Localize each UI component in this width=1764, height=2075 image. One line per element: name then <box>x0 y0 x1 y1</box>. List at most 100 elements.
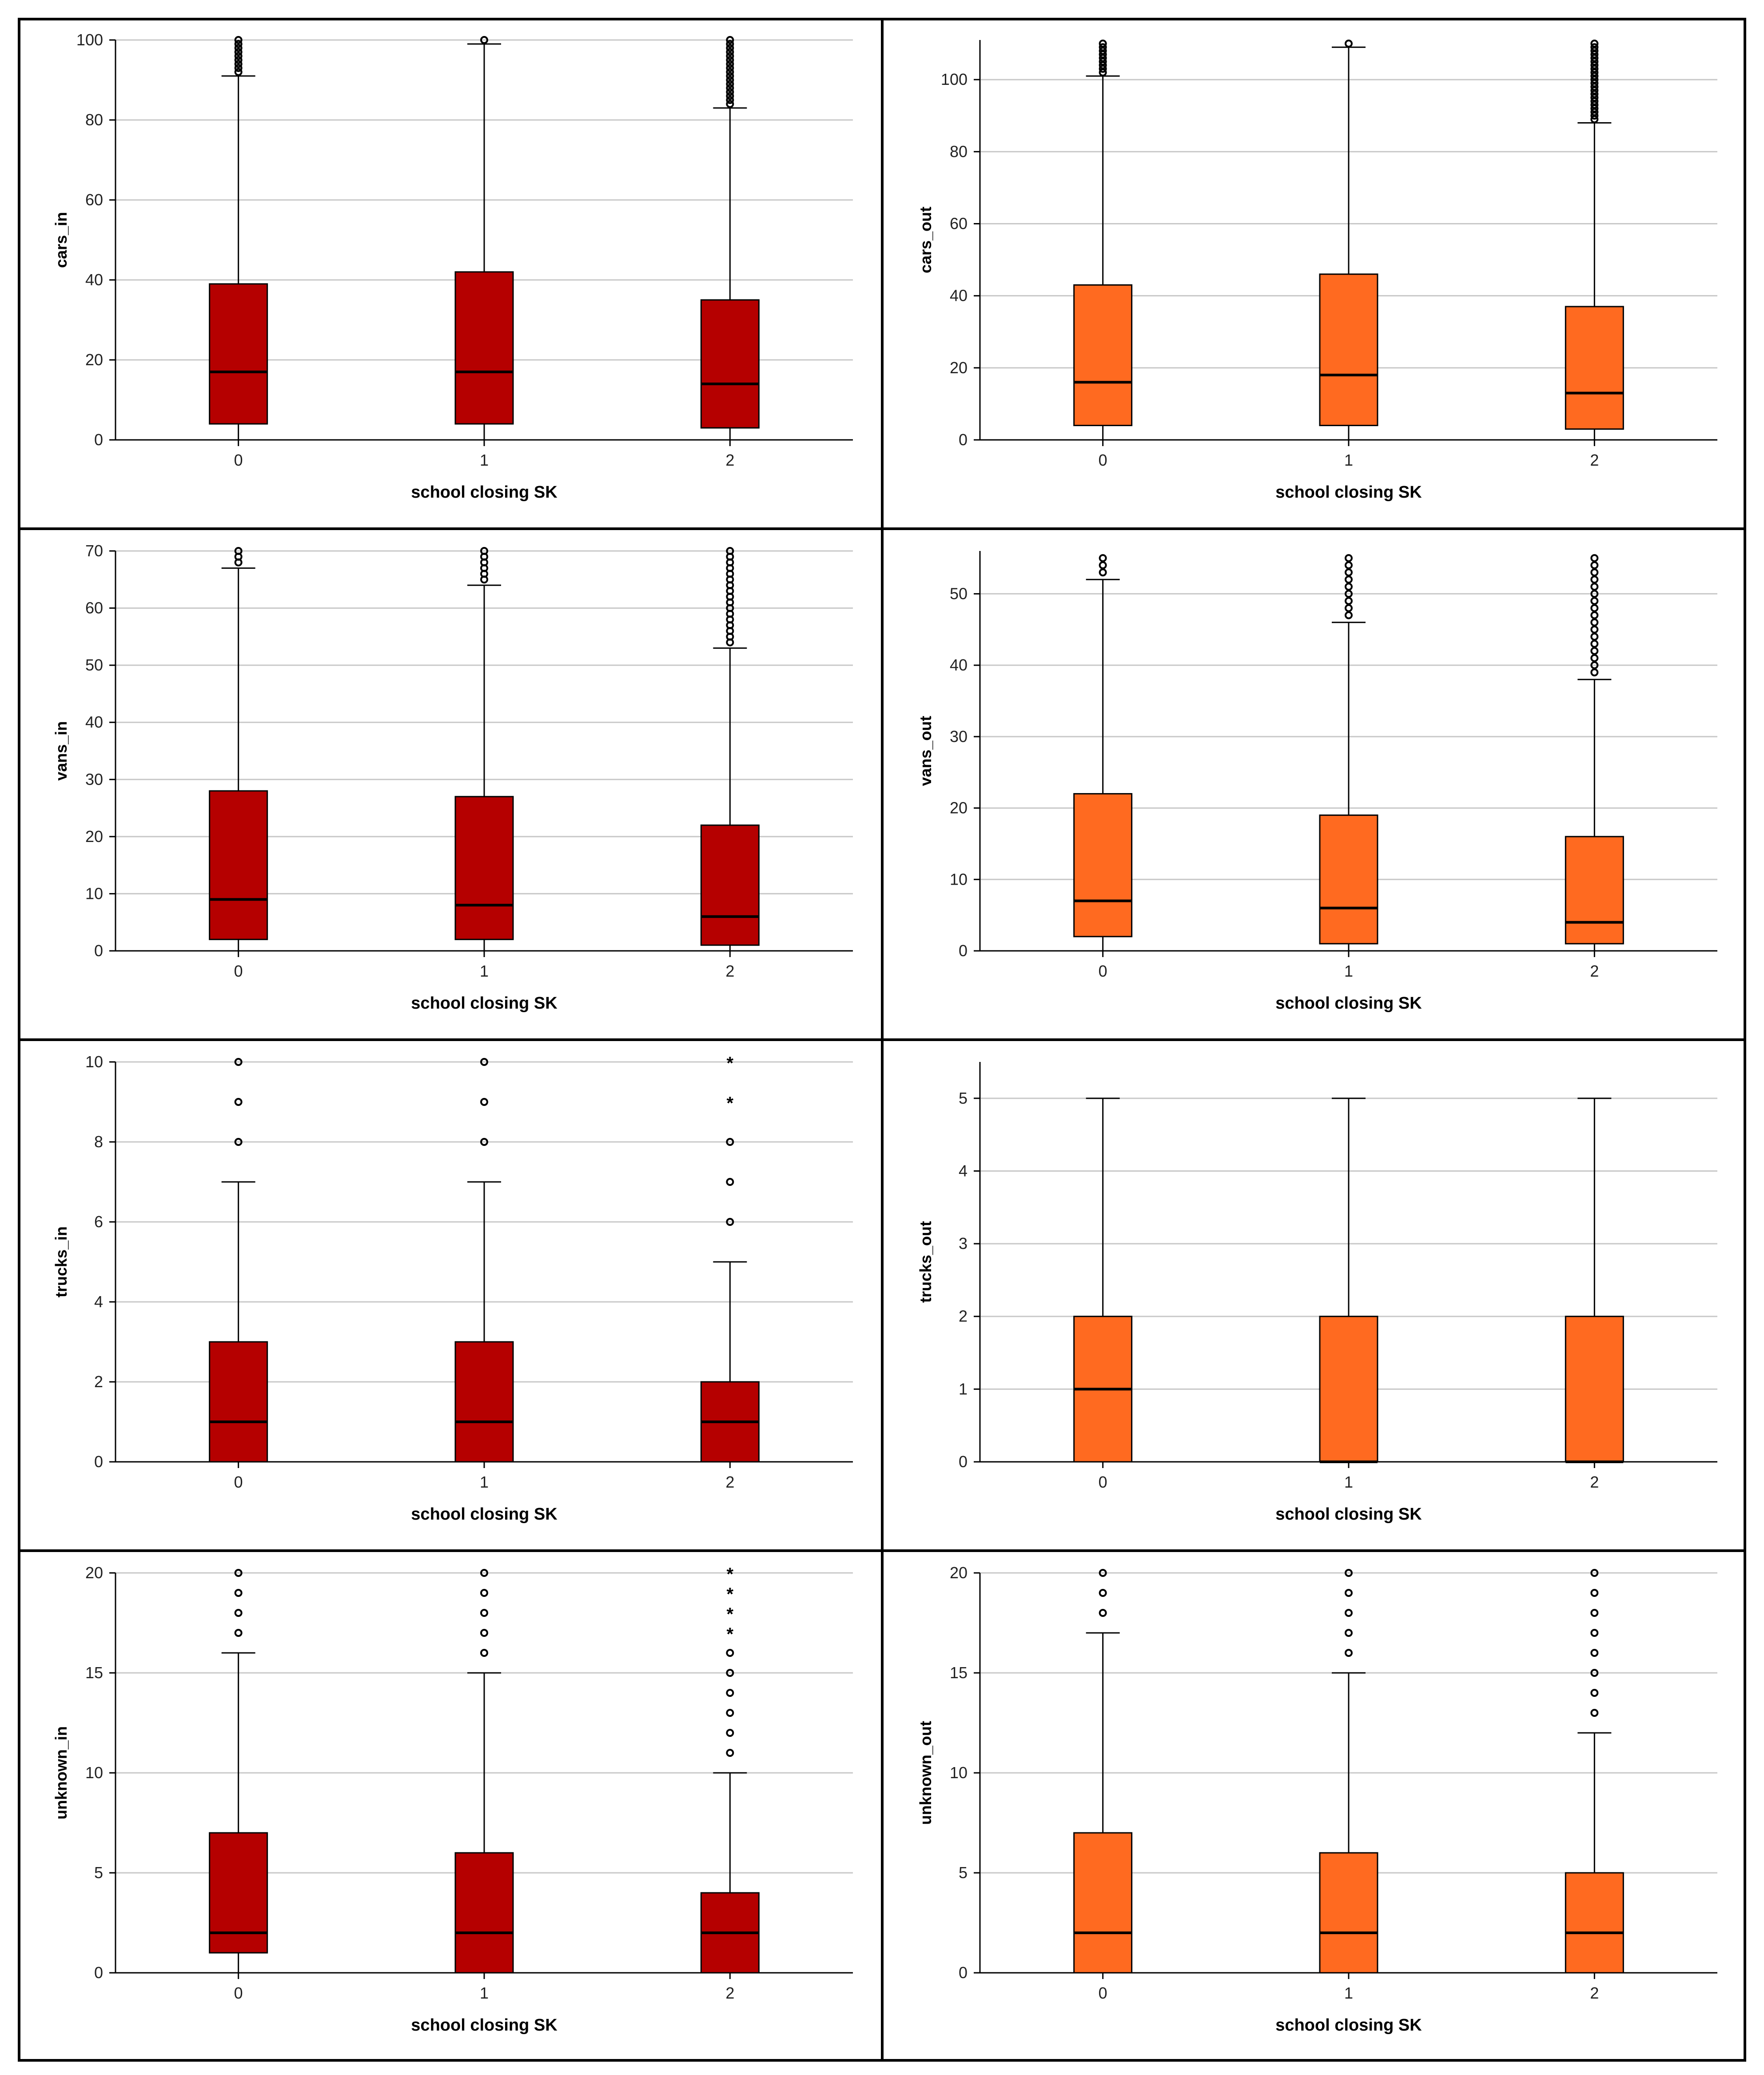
x-tick-label: 2 <box>1590 1473 1599 1491</box>
outlier-point <box>1590 561 1599 570</box>
outlier-point <box>1590 115 1599 124</box>
extreme-point: * <box>727 1584 734 1604</box>
outlier-point <box>480 1058 488 1066</box>
x-tick-label: 1 <box>480 962 489 980</box>
iqr-box <box>209 283 268 425</box>
outlier-point <box>1345 1589 1353 1597</box>
outlier-point <box>1345 575 1353 584</box>
panel-cars-in: 0 20 40 60 80 100 0 1 2 school closing SK cars_in <box>18 18 882 529</box>
outlier-point <box>1590 72 1599 80</box>
outlier-point <box>1345 561 1353 570</box>
y-tick-label: 2 <box>94 1373 103 1391</box>
outlier-point <box>1590 93 1599 102</box>
panel-vans-out: 0 10 20 30 40 50 0 1 2 school closing SK vans_out <box>882 529 1746 1040</box>
figure-grid: 0 20 40 60 80 100 0 1 2 school closing SK cars_in … <box>18 18 1746 2062</box>
outlier-point <box>1590 112 1599 120</box>
outlier-point <box>726 1218 734 1226</box>
panel-trucks-in: 0 2 4 6 8 10 0 1 * * 2 school closing SK trucks_in <box>18 1040 882 1551</box>
outlier-point <box>726 64 734 72</box>
y-axis-title: vans_in <box>52 721 70 781</box>
outlier-point <box>480 1138 488 1146</box>
outlier-point <box>1590 575 1599 584</box>
extreme-point: * <box>727 1604 734 1624</box>
box-group-1 <box>454 547 514 952</box>
iqr-box <box>1565 1316 1624 1463</box>
outlier-point <box>726 48 734 56</box>
y-axis-title: unknown_out <box>916 1721 935 1825</box>
boxplot-cars-in: 0 20 40 60 80 100 0 1 2 school closing SK cars_in <box>52 31 853 502</box>
iqr-box <box>209 1832 268 1954</box>
y-axis-title: vans_out <box>916 716 935 786</box>
y-tick-label: 10 <box>85 1764 103 1782</box>
y-axis-title: cars_out <box>916 207 935 273</box>
box-group-0 <box>1073 40 1133 441</box>
boxplot-vans-out: 0 10 20 30 40 50 0 1 2 school closing SK vans_out <box>916 551 1717 1013</box>
outlier-point <box>726 96 734 104</box>
outlier-point <box>480 36 488 44</box>
y-tick-label: 60 <box>950 215 968 233</box>
iqr-box <box>454 796 514 940</box>
x-axis-title: school closing SK <box>411 2016 557 2035</box>
outlier-point <box>726 92 734 100</box>
outlier-point <box>1099 1589 1107 1597</box>
outlier-point <box>1345 568 1353 577</box>
y-tick-label: 1 <box>959 1380 968 1398</box>
outlier-point <box>1345 1629 1353 1637</box>
outlier-point <box>234 1609 243 1617</box>
y-tick-label: 20 <box>85 827 103 846</box>
extreme-point: * <box>727 1624 734 1644</box>
outlier-point <box>234 44 243 52</box>
box-group-0 <box>209 1058 268 1463</box>
outlier-point <box>1590 1609 1599 1617</box>
iqr-box <box>1565 1872 1624 1974</box>
y-tick-label: 6 <box>94 1213 103 1231</box>
x-tick-label: 2 <box>725 962 734 980</box>
x-tick-label: 2 <box>725 451 734 469</box>
iqr-box <box>454 1852 514 1974</box>
outlier-point <box>1590 79 1599 88</box>
y-tick-label: 20 <box>85 351 103 369</box>
outlier-point <box>726 1138 734 1146</box>
box-group-2 <box>1565 40 1624 441</box>
outlier-point <box>234 36 243 44</box>
y-tick-label: 30 <box>85 770 103 788</box>
outlier-point <box>726 80 734 88</box>
x-tick-label: 2 <box>1590 1984 1599 2002</box>
outlier-point <box>1345 597 1353 605</box>
panel-cars-out: 0 20 40 60 80 100 0 1 2 school closing SK cars_out <box>882 18 1746 529</box>
outlier-point <box>726 44 734 52</box>
outlier-point <box>234 1629 243 1637</box>
y-tick-label: 15 <box>85 1664 103 1682</box>
outlier-point <box>1590 43 1599 52</box>
y-tick-label: 50 <box>950 584 968 603</box>
outlier-point <box>1590 590 1599 598</box>
outlier-point <box>1590 1689 1599 1697</box>
x-axis-title: school closing SK <box>1275 483 1422 502</box>
x-tick-label: 0 <box>1099 962 1107 980</box>
outlier-point <box>1345 554 1353 563</box>
outlier-point <box>234 60 243 68</box>
y-tick-label: 40 <box>85 271 103 289</box>
outlier-point <box>1590 97 1599 105</box>
outlier-point <box>1345 611 1353 619</box>
x-tick-label: 1 <box>1344 451 1353 469</box>
outlier-point <box>1590 639 1599 648</box>
outlier-point <box>1099 64 1107 73</box>
outlier-point <box>234 1589 243 1597</box>
iqr-box <box>454 271 514 425</box>
outlier-point <box>726 68 734 76</box>
iqr-box <box>1319 273 1378 427</box>
outlier-point <box>234 40 243 48</box>
x-tick-label: 0 <box>1099 1984 1107 2002</box>
x-tick-label: 2 <box>725 1984 734 2002</box>
outlier-point <box>1590 618 1599 626</box>
outlier-point <box>1590 632 1599 641</box>
outlier-point <box>234 48 243 56</box>
outlier-point <box>480 1589 488 1597</box>
outlier-point <box>726 1729 734 1737</box>
outlier-point <box>1590 611 1599 619</box>
y-axis-title: trucks_in <box>52 1226 70 1297</box>
outlier-point <box>1590 568 1599 577</box>
outlier-point <box>1590 104 1599 113</box>
outlier-point <box>1590 86 1599 95</box>
